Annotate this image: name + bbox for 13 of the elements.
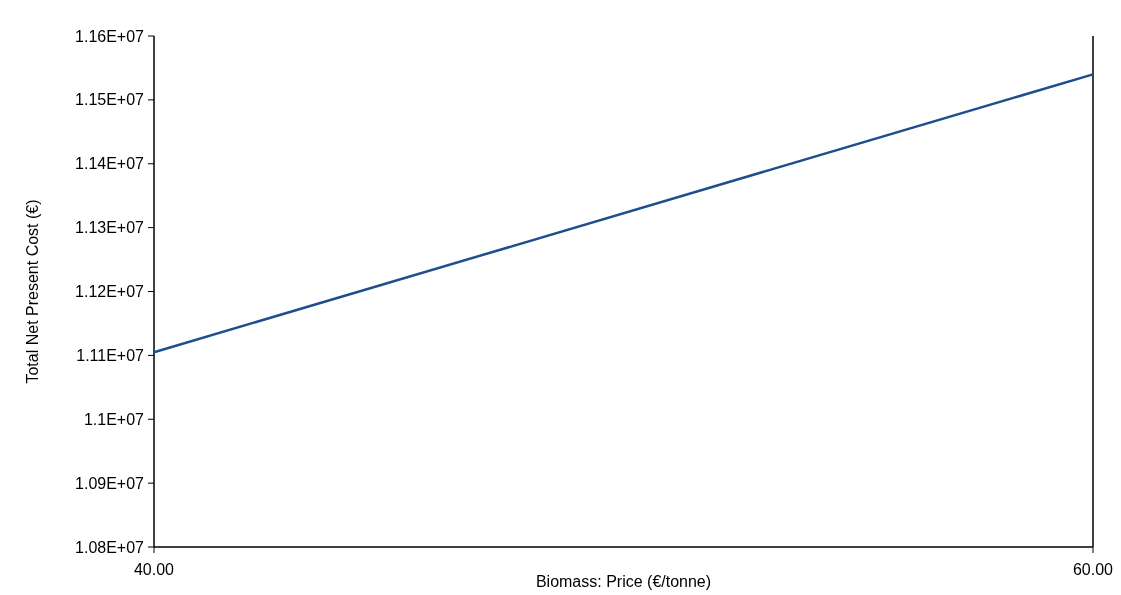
x-axis-title: Biomass: Price (€/tonne)	[535, 573, 712, 590]
y-tick-label: 1.12E+07	[75, 283, 145, 301]
y-tick-label: 1.09E+07	[75, 474, 145, 492]
y-tick-label: 1.1E+07	[83, 410, 145, 428]
y-tick-label: 1.14E+07	[75, 155, 145, 173]
y-tick-label: 1.11E+07	[76, 346, 145, 364]
x-tick-label: 60.00	[1072, 561, 1114, 578]
y-tick-label: 1.16E+07	[75, 27, 145, 45]
y-tick-label: 1.13E+07	[75, 219, 145, 237]
y-tick-label: 1.15E+07	[75, 91, 145, 109]
x-tick-label: 40.00	[133, 561, 175, 578]
y-axis-title: Total Net Present Cost (€)	[24, 199, 41, 384]
y-tick-label: 1.08E+07	[75, 538, 145, 556]
